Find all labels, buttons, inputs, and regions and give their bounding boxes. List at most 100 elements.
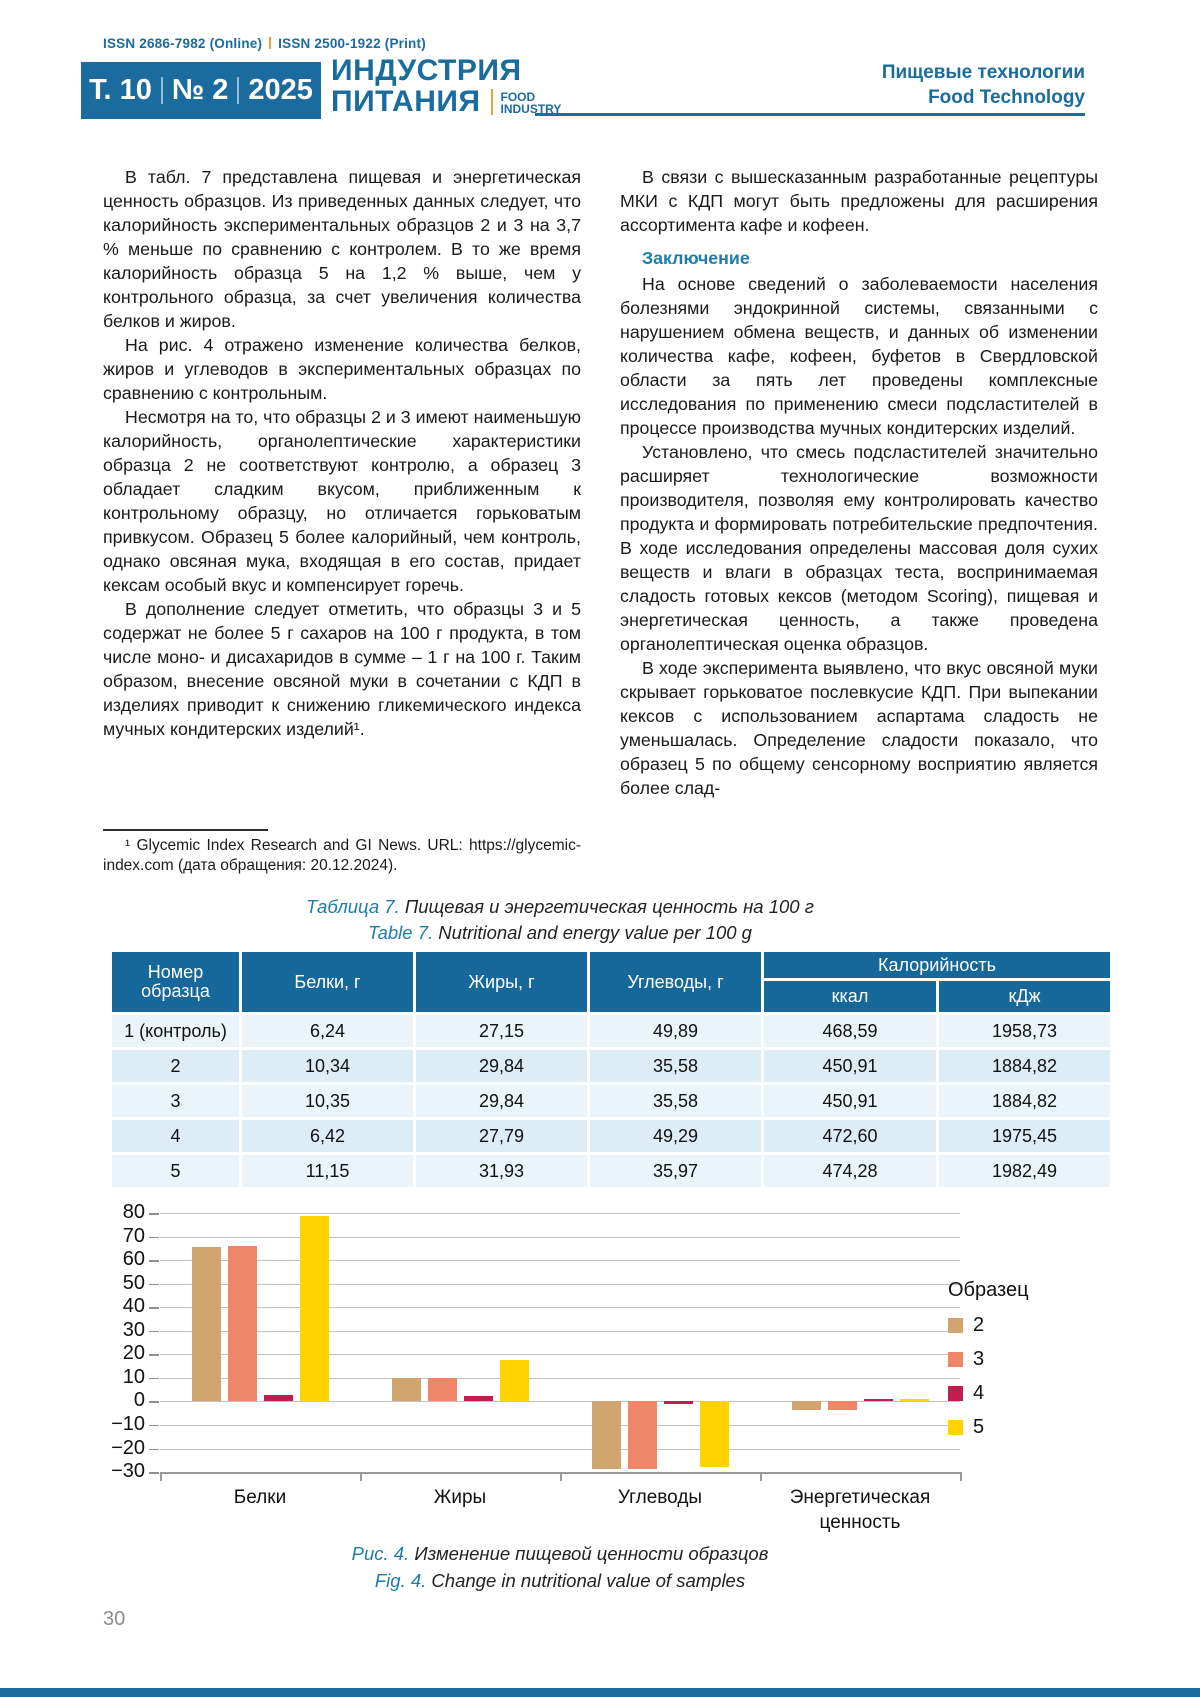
- table-row: 3 10,35 29,84 35,58 450,91 1884,82: [112, 1085, 1110, 1117]
- table-cell: 1958,73: [939, 1015, 1110, 1047]
- journal-title: ИНДУСТРИЯ ПИТАНИЯ FOOD INDUSTRY: [331, 55, 561, 117]
- footnote: ¹ Glycemic Index Research and GI News. U…: [103, 837, 581, 874]
- x-category-label: Жиры: [433, 1487, 487, 1508]
- y-axis-label: 50: [122, 1271, 145, 1294]
- bar-sample-5: [499, 1359, 529, 1402]
- bar-sample-3: [627, 1401, 657, 1469]
- table-cell: 468,59: [764, 1015, 936, 1047]
- chart-gridline: [160, 1236, 960, 1238]
- chart-gridline: [160, 1307, 960, 1309]
- conclusion-heading: Заключение: [642, 248, 750, 268]
- chart-gridline: [160, 1377, 960, 1379]
- chart-gridline: [160, 1330, 960, 1332]
- table-cell: 6,24: [242, 1015, 413, 1047]
- x-axis-tick: [360, 1472, 362, 1481]
- y-axis-tick: [149, 1283, 159, 1286]
- chart-legend: Образец 2 3 4 5: [948, 1279, 1029, 1450]
- journal-subtitle: FOOD INDUSTRY: [501, 91, 562, 115]
- table-cell: 4: [112, 1120, 239, 1152]
- legend-label: 2: [973, 1314, 985, 1336]
- y-axis-label: −10: [111, 1412, 145, 1435]
- y-axis-tick: [149, 1330, 159, 1333]
- table-cell: 5: [112, 1155, 239, 1187]
- figure-caption: Рис. 4. Изменение пищевой ценности образ…: [110, 1540, 1010, 1594]
- y-axis-tick: [149, 1448, 159, 1450]
- table-cell: 1975,45: [939, 1120, 1110, 1152]
- legend-swatch-5: [948, 1420, 963, 1435]
- table-cell: 1982,49: [939, 1155, 1110, 1187]
- table-header: Номер образца Белки, г Жиры, г Углеводы,…: [112, 952, 1110, 1012]
- table-cell: 450,91: [764, 1085, 936, 1117]
- paragraph: Установлено, что смесь подсластителей зн…: [620, 442, 1098, 654]
- table-cell: 49,29: [590, 1120, 761, 1152]
- issn-online: ISSN 2686-7982 (Online): [103, 36, 263, 51]
- y-axis-tick: [149, 1354, 159, 1356]
- y-axis-label: 80: [122, 1201, 145, 1223]
- journal-subtitle-line2: INDUSTRY: [500, 102, 562, 116]
- bar-sample-4: [663, 1401, 693, 1405]
- y-axis-tick: [149, 1213, 159, 1215]
- legend-item: 4: [948, 1382, 1029, 1405]
- y-axis-label: 40: [122, 1295, 145, 1318]
- table-cell: 1884,82: [939, 1050, 1110, 1082]
- volume-box: Т. 10 № 2 2025: [81, 62, 321, 119]
- paragraph: В табл. 7 представлена пищевая и энергет…: [103, 167, 581, 331]
- chart-gridline: [160, 1424, 960, 1426]
- table-header-cell-kj: кДж: [939, 981, 1110, 1012]
- y-axis-label: 30: [122, 1318, 145, 1341]
- legend-item: 3: [948, 1348, 1029, 1371]
- volume-year: 2025: [248, 74, 313, 106]
- table-header-cell-sample: Номер образца: [112, 952, 239, 1012]
- table-cell: 35,58: [590, 1085, 761, 1117]
- table-cell: 35,97: [590, 1155, 761, 1187]
- figure-caption-ru: Рис. 4. Изменение пищевой ценности образ…: [351, 1543, 769, 1564]
- section-heading: Пищевые технологии Food Technology: [882, 60, 1085, 110]
- y-axis-label: 10: [122, 1365, 145, 1388]
- bar-sample-5: [899, 1398, 929, 1402]
- table-caption-en: Table 7. Nutritional and energy value pe…: [368, 922, 752, 943]
- table-cell: 6,42: [242, 1120, 413, 1152]
- y-axis-tick: [149, 1401, 159, 1403]
- table-cell: 474,28: [764, 1155, 936, 1187]
- x-axis-tick: [560, 1472, 562, 1481]
- bar-sample-3: [427, 1378, 457, 1402]
- chart-gridline: [160, 1283, 960, 1285]
- journal-title-line2: ПИТАНИЯ: [331, 85, 481, 118]
- table-cell: 29,84: [416, 1085, 587, 1117]
- y-axis-tick: [149, 1472, 159, 1474]
- table-cell: 49,89: [590, 1015, 761, 1047]
- chart-gridline: [160, 1354, 960, 1356]
- x-axis-tick: [760, 1472, 762, 1481]
- page-number: 30: [103, 1608, 126, 1630]
- legend-swatch-2: [948, 1318, 963, 1333]
- table-caption-ru: Таблица 7. Пищевая и энергетическая ценн…: [306, 896, 814, 917]
- table-cell: 10,35: [242, 1085, 413, 1117]
- legend-title: Образец: [948, 1279, 1029, 1301]
- bar-sample-3: [227, 1246, 257, 1402]
- table-body: 1 (контроль) 6,24 27,15 49,89 468,59 1958,73 2…: [112, 1015, 1110, 1187]
- table-cell: 3: [112, 1085, 239, 1117]
- bottom-bar: [0, 1688, 1200, 1697]
- header-rule: [535, 113, 1085, 116]
- table-cell: 1884,82: [939, 1085, 1110, 1117]
- table-cell: 472,60: [764, 1120, 936, 1152]
- y-axis-label: −30: [111, 1460, 145, 1482]
- table-header-cell-protein: Белки, г: [242, 952, 413, 1012]
- journal-title-line1: ИНДУСТРИЯ: [331, 54, 522, 87]
- section-heading-en: Food Technology: [928, 87, 1085, 108]
- table-header-cell-fat: Жиры, г: [416, 952, 587, 1012]
- x-axis-tick: [160, 1472, 162, 1481]
- table-cell: 27,15: [416, 1015, 587, 1047]
- legend-label: 5: [973, 1416, 985, 1438]
- footnote-rule: [103, 829, 268, 831]
- journal-title-separator: [490, 89, 493, 115]
- table-header-cell-carbs: Углеводы, г: [590, 952, 761, 1012]
- y-axis-label: 60: [122, 1248, 145, 1271]
- volume-tome: Т. 10: [89, 74, 152, 106]
- table-cell: 35,58: [590, 1050, 761, 1082]
- chart-gridline: [160, 1401, 960, 1403]
- table-cell: 31,93: [416, 1155, 587, 1187]
- bar-sample-2: [391, 1378, 421, 1402]
- table-row: 5 11,15 31,93 35,97 474,28 1982,49: [112, 1155, 1110, 1187]
